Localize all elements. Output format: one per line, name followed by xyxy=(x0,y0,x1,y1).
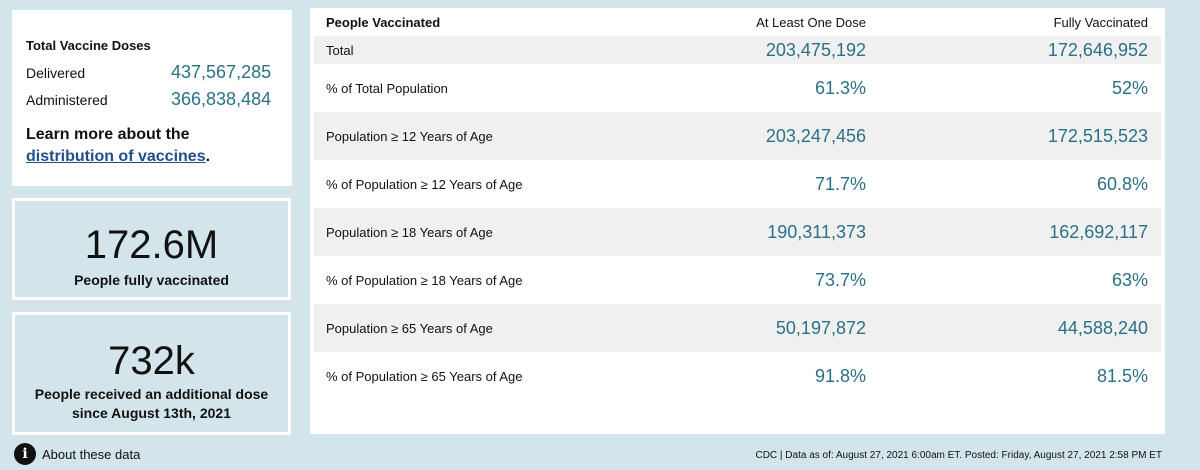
doses-title: Total Vaccine Doses xyxy=(26,38,151,53)
table-row: Total 203,475,192 172,646,952 xyxy=(314,36,1161,64)
row-value-fully: 44,588,240 xyxy=(1057,317,1148,338)
row-value-fully: 81.5% xyxy=(1096,365,1148,386)
learn-more-text: Learn more about the distribution of vac… xyxy=(26,124,278,168)
table-row: Population ≥ 18 Years of Age 190,311,373… xyxy=(314,208,1161,256)
additional-dose-card: 732k People received an additional dose … xyxy=(12,312,291,435)
row-value-one-dose: 61.3% xyxy=(814,77,866,98)
row-label: Population ≥ 12 Years of Age xyxy=(326,128,493,144)
row-label: % of Population ≥ 65 Years of Age xyxy=(326,368,523,384)
table-row: Population ≥ 65 Years of Age 50,197,872 … xyxy=(314,304,1161,352)
fully-vaccinated-value: 172.6M xyxy=(84,223,219,267)
people-vaccinated-table: People Vaccinated At Least One Dose Full… xyxy=(310,8,1165,434)
row-label: % of Total Population xyxy=(326,80,448,96)
table-row: % of Total Population 61.3% 52% xyxy=(314,64,1161,112)
administered-label: Administered xyxy=(26,92,108,108)
learn-more-prefix: Learn more about the xyxy=(26,126,190,143)
row-value-fully: 172,515,523 xyxy=(1047,125,1148,146)
row-label: % of Population ≥ 12 Years of Age xyxy=(326,176,523,192)
table-row: % of Population ≥ 65 Years of Age 91.8% … xyxy=(314,352,1161,400)
row-value-fully: 63% xyxy=(1111,269,1148,290)
row-label: Population ≥ 65 Years of Age xyxy=(326,320,493,336)
table-row: % of Population ≥ 18 Years of Age 73.7% … xyxy=(314,256,1161,304)
header-at-least-one-dose: At Least One Dose xyxy=(756,14,866,30)
table-row: Population ≥ 12 Years of Age 203,247,456… xyxy=(314,112,1161,160)
row-value-one-dose: 203,475,192 xyxy=(765,39,866,60)
table-row: % of Population ≥ 12 Years of Age 71.7% … xyxy=(314,160,1161,208)
additional-dose-label-line2: since August 13th, 2021 xyxy=(72,405,231,421)
administered-value: 366,838,484 xyxy=(171,89,272,109)
info-icon: i xyxy=(14,443,36,465)
row-value-one-dose: 91.8% xyxy=(814,365,866,386)
header-fully-vaccinated: Fully Vaccinated xyxy=(1053,14,1148,30)
fully-vaccinated-label: People fully vaccinated xyxy=(74,272,229,288)
about-these-data-link[interactable]: i About these data xyxy=(14,443,140,465)
delivered-value: 437,567,285 xyxy=(171,62,272,82)
delivered-label: Delivered xyxy=(26,65,86,81)
row-value-one-dose: 190,311,373 xyxy=(767,221,866,242)
row-value-one-dose: 71.7% xyxy=(814,173,866,194)
row-value-fully: 60.8% xyxy=(1096,173,1148,194)
distribution-of-vaccines-link[interactable]: distribution of vaccines xyxy=(26,148,206,165)
data-source-note: CDC | Data as of: August 27, 2021 6:00am… xyxy=(755,450,1162,461)
row-value-one-dose: 203,247,456 xyxy=(765,125,866,146)
row-value-fully: 172,646,952 xyxy=(1047,39,1148,60)
row-label: Total xyxy=(326,42,354,58)
row-label: Population ≥ 18 Years of Age xyxy=(326,224,493,240)
additional-dose-value: 732k xyxy=(108,339,195,383)
fully-vaccinated-card: 172.6M People fully vaccinated xyxy=(12,198,291,300)
row-value-one-dose: 73.7% xyxy=(814,269,866,290)
total-vaccine-doses-card: Total Vaccine Doses Delivered 437,567,28… xyxy=(12,10,292,186)
learn-more-suffix: . xyxy=(205,148,211,165)
row-label: % of Population ≥ 18 Years of Age xyxy=(326,272,523,288)
table-header: People Vaccinated At Least One Dose Full… xyxy=(314,8,1161,36)
delivered-row: Delivered 437,567,285 xyxy=(26,62,278,89)
header-people-vaccinated: People Vaccinated xyxy=(326,14,441,30)
row-value-fully: 52% xyxy=(1111,77,1148,98)
row-value-one-dose: 50,197,872 xyxy=(775,317,866,338)
additional-dose-label-line1: People received an additional dose xyxy=(34,386,269,402)
about-these-data-label: About these data xyxy=(42,446,141,462)
additional-dose-label: People received an additional dose since… xyxy=(15,385,288,423)
administered-row: Administered 366,838,484 xyxy=(26,89,278,116)
row-value-fully: 162,692,117 xyxy=(1049,221,1148,242)
